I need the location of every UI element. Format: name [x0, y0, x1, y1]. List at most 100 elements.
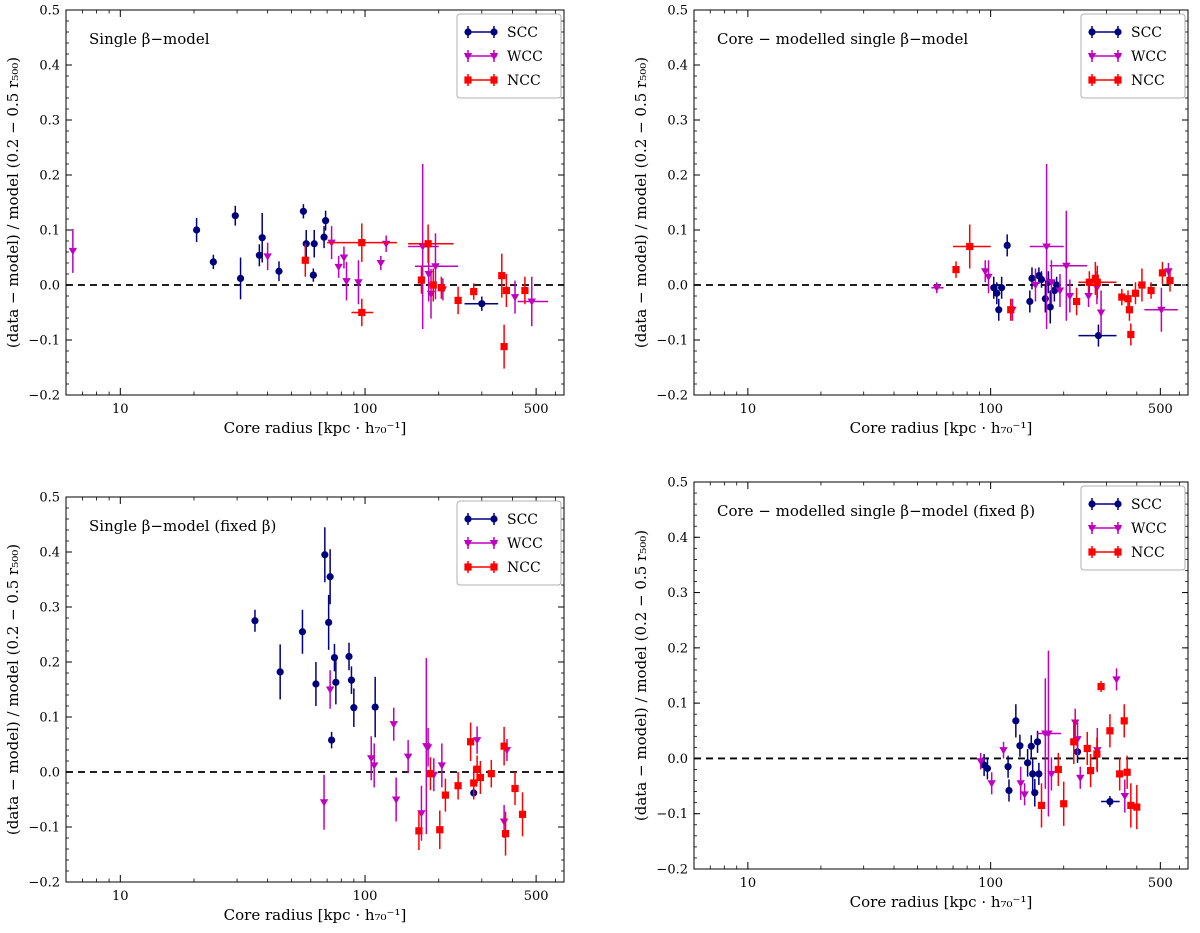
marker — [500, 343, 508, 351]
legend-marker — [464, 28, 472, 36]
legend-marker — [1088, 548, 1096, 556]
legend-item-scc: SCC — [1088, 25, 1162, 41]
marker — [995, 306, 1003, 314]
data-point-wcc — [391, 777, 401, 822]
marker — [999, 747, 1008, 755]
data-point-scc — [1016, 734, 1024, 757]
marker — [1112, 676, 1121, 684]
legend-box — [456, 500, 562, 586]
marker — [1116, 770, 1124, 778]
data-point-scc — [1028, 267, 1036, 290]
data-point-scc — [371, 676, 379, 738]
marker — [476, 773, 484, 782]
marker — [358, 308, 366, 317]
legend-marker — [489, 53, 499, 61]
data-point-scc — [464, 296, 499, 311]
y-axis-label: (data − model) / model (0.2 − 0.5 r₅₀₀) — [632, 530, 650, 821]
y-axis-label: (data − model) / model (0.2 − 0.5 r₅₀₀) — [4, 57, 22, 348]
legend-item-wcc: WCC — [463, 49, 543, 65]
data-point-scc — [276, 644, 284, 700]
data-point-ncc — [1166, 269, 1174, 292]
marker — [371, 703, 379, 711]
x-tick-label: 100 — [978, 402, 1003, 417]
data-point-wcc — [263, 242, 272, 271]
data-point-scc — [299, 204, 308, 219]
data-point-scc — [1029, 757, 1037, 791]
data-point-ncc — [1147, 282, 1155, 299]
legend-marker — [464, 76, 472, 84]
data-point-scc — [326, 549, 334, 605]
legend-label: WCC — [1131, 521, 1167, 537]
series-scc — [980, 704, 1120, 808]
marker — [437, 284, 445, 292]
marker — [350, 704, 358, 712]
y-tick-label: 0.2 — [39, 656, 60, 671]
data-point-scc — [298, 609, 307, 654]
marker — [345, 652, 353, 661]
data-point-ncc — [500, 726, 508, 766]
marker — [1026, 297, 1034, 306]
data-point-scc — [1053, 276, 1061, 294]
data-point-ncc — [501, 811, 510, 856]
legend-item-scc: SCC — [464, 25, 538, 41]
marker — [1037, 801, 1046, 810]
marker — [981, 268, 990, 276]
y-tick-label: 0.2 — [39, 169, 60, 184]
data-point-ncc — [1078, 265, 1117, 299]
marker — [1007, 306, 1015, 314]
legend-item-ncc: NCC — [464, 73, 541, 89]
x-tick-label: 500 — [1148, 876, 1173, 891]
marker — [521, 286, 529, 295]
data-point-ncc — [1124, 290, 1132, 307]
y-tick-label: 0.1 — [667, 224, 688, 239]
panel-core-modelled-single-beta-fixed: −0.2 −0.1 0.0 0.1 0.2 0.3 0.4 0.5 10 100 500 Core −… — [632, 476, 1189, 911]
marker — [1083, 744, 1091, 753]
data-point-ncc — [1086, 754, 1095, 788]
legend-item-ncc: NCC — [1088, 545, 1165, 561]
marker — [500, 742, 508, 750]
marker — [1096, 309, 1106, 317]
marker — [1084, 293, 1093, 301]
data-point-ncc — [1120, 704, 1128, 738]
y-tick-label: 0.1 — [39, 224, 60, 239]
marker — [441, 791, 450, 799]
series-wcc — [931, 164, 1178, 335]
y-tick-label: 0.0 — [39, 279, 60, 294]
marker — [510, 294, 520, 302]
data-point-wcc — [987, 772, 996, 795]
marker — [1158, 269, 1167, 277]
marker — [993, 289, 1001, 297]
marker — [320, 233, 328, 241]
marker — [1147, 286, 1155, 295]
data-point-ncc — [521, 276, 529, 305]
data-point-scc — [209, 254, 217, 270]
data-point-ncc — [500, 324, 508, 369]
data-point-ncc — [1131, 282, 1140, 305]
marker — [326, 573, 334, 581]
data-point-scc — [995, 298, 1003, 321]
data-point-ncc — [1133, 784, 1141, 830]
x-tick-label: 500 — [524, 889, 549, 904]
y-tick-label: 0.4 — [39, 546, 60, 561]
data-point-scc — [312, 662, 320, 706]
marker — [990, 284, 998, 292]
data-point-scc — [1026, 290, 1034, 313]
legend: SCC WCC NCC — [1080, 13, 1186, 99]
marker — [454, 782, 462, 790]
data-point-scc — [1027, 735, 1035, 758]
marker — [1035, 770, 1043, 778]
marker — [1012, 717, 1020, 725]
legend-marker — [463, 53, 473, 61]
legend-box — [1080, 485, 1186, 571]
y-tick-label: 0.5 — [667, 4, 688, 19]
data-point-ncc — [454, 772, 462, 800]
y-tick-label: 0.3 — [39, 114, 60, 129]
marker — [347, 676, 356, 684]
data-point-wcc — [1016, 766, 1025, 800]
legend-marker — [1088, 76, 1096, 84]
data-point-ncc — [1093, 737, 1101, 771]
y-tick-label: 0.0 — [667, 279, 688, 294]
legend-item-wcc: WCC — [463, 536, 543, 552]
x-axis-label: Core radius [kpc · h₇₀⁻¹] — [850, 419, 1033, 437]
marker — [1123, 768, 1131, 776]
